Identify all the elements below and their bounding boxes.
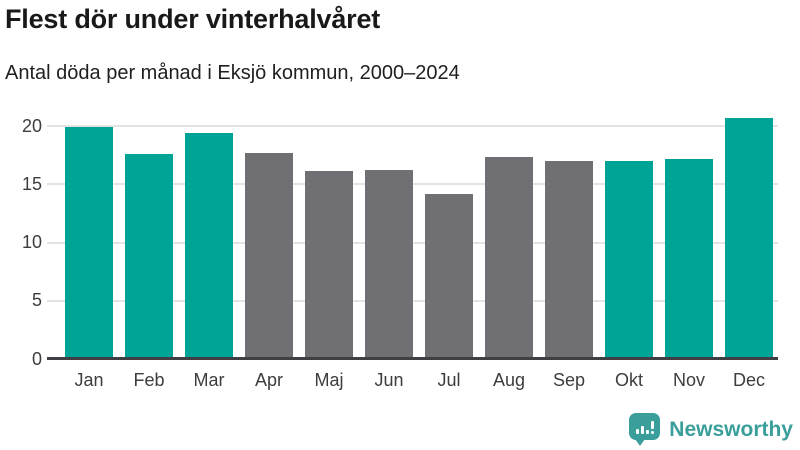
- bar-mar: [185, 133, 233, 359]
- bar-dec: [725, 117, 773, 359]
- bar-aug: [485, 157, 533, 359]
- bar-maj: [305, 171, 353, 359]
- bar-jul: [425, 193, 473, 359]
- newsworthy-icon: [629, 413, 661, 446]
- x-tick-label: Jul: [437, 370, 461, 390]
- newsworthy-logo: Newsworthy: [629, 413, 793, 446]
- y-tick-label: 0: [31, 348, 42, 369]
- mini-bar-3: [645, 430, 649, 434]
- x-tick-label: Dec: [732, 370, 765, 390]
- bar-jan: [65, 127, 113, 359]
- bar-apr: [245, 152, 293, 359]
- bar-jun: [365, 170, 413, 359]
- chart-subtitle: Antal döda per månad i Eksjö kommun, 200…: [5, 62, 460, 84]
- gridline-20: [47, 125, 778, 127]
- x-axis-line: [47, 357, 778, 360]
- bar-sep: [545, 160, 593, 359]
- x-tick-label: Aug: [492, 370, 526, 390]
- bar-feb: [125, 153, 173, 359]
- x-tick-label: Nov: [672, 370, 705, 390]
- y-tick-label: 20: [21, 115, 42, 136]
- bar-okt: [605, 160, 653, 359]
- speech-bubble-shape: [629, 413, 661, 440]
- y-axis-labels: 0 5 10 15 20: [0, 109, 42, 369]
- chart-title: Flest dör under vinterhalvåret: [5, 4, 381, 34]
- x-tick-label: Okt: [614, 370, 643, 390]
- x-tick-label: Apr: [254, 370, 283, 390]
- y-tick-label: 5: [31, 290, 42, 311]
- mini-bar-2: [640, 426, 644, 434]
- mini-bar-1: [635, 429, 639, 434]
- logo-text: Newsworthy: [669, 417, 793, 441]
- x-tick-label: Maj: [314, 370, 344, 390]
- bar-nov: [665, 158, 713, 359]
- x-axis-labels: Jan Feb Mar Apr Maj Jun Jul Aug Sep Okt Nov Dec: [47, 370, 778, 391]
- bars-row: [47, 109, 778, 359]
- speech-bubble-tail: [635, 439, 646, 446]
- x-tick-label: Feb: [133, 370, 165, 390]
- x-tick-label: Sep: [552, 370, 586, 390]
- x-tick-label: Mar: [193, 370, 225, 390]
- y-tick-label: 10: [21, 232, 42, 252]
- exclamation-glyph: [650, 421, 654, 434]
- x-tick-label: Jun: [374, 370, 404, 390]
- plot-area: 0 5 10 15 20 Jan Feb Mar Apr Maj Jun Jul Aug Sep Okt N…: [22, 109, 778, 390]
- x-tick-label: Jan: [74, 370, 104, 390]
- y-tick-label: 15: [21, 173, 42, 194]
